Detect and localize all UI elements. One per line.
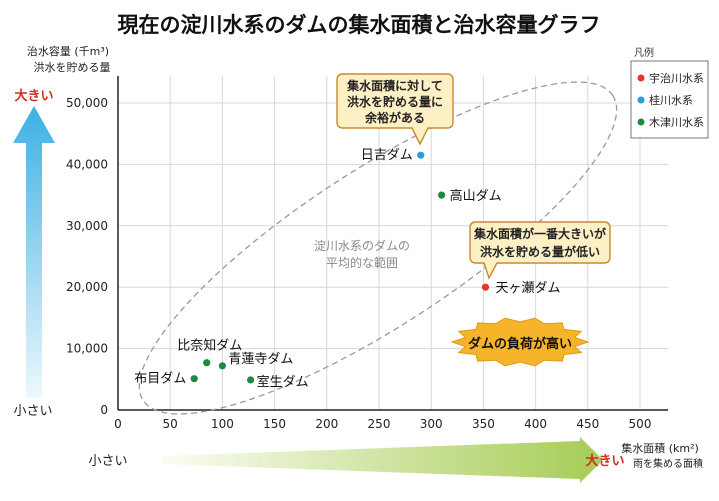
data-point-label: 比奈知ダム <box>177 338 242 354</box>
x-arrow-big-label: 大きい <box>585 453 624 469</box>
range-label-line-1: 淀川水系のダムの <box>314 238 410 253</box>
data-point <box>417 151 425 159</box>
callout-top-line-2: 洪水を貯める量に <box>347 94 443 109</box>
x-tick-label: 500 <box>629 417 652 431</box>
data-point <box>190 375 198 383</box>
callout-right-line-2: 洪水を貯める量が低い <box>480 244 600 259</box>
callout-right-bubble <box>469 221 611 280</box>
y-arrow-big-label: 大きい <box>14 88 53 104</box>
y-tick-label: 30,000 <box>66 219 108 233</box>
legend-title: 凡例 <box>634 46 654 59</box>
x-tick-label: 450 <box>576 417 599 431</box>
legend: 凡例 宇治川水系 桂川水系 木津川水系 <box>630 46 709 139</box>
x-tick-label: 200 <box>315 417 338 431</box>
y-direction-arrow <box>13 106 55 398</box>
data-point <box>203 359 211 367</box>
x-tick-label: 350 <box>472 417 495 431</box>
x-direction-arrow <box>162 437 603 483</box>
x-arrow-small-label: 小さい <box>88 454 127 469</box>
legend-marker-ujigawa <box>637 74 645 82</box>
x-tick-label: 50 <box>163 417 178 431</box>
x-tick-label: 100 <box>211 417 234 431</box>
y-tick-label: 0 <box>100 403 108 417</box>
range-label-line-2: 平均的な範囲 <box>326 255 398 270</box>
legend-marker-katsuragawa <box>637 96 645 104</box>
y-tick-labels: 0 10,000 20,000 30,000 40,000 50,000 <box>66 96 108 417</box>
chart-title: 現在の淀川水系のダムの集水面積と治水容量グラフ <box>118 13 601 37</box>
x-axis-label: 集水面積 (km²) <box>621 441 699 455</box>
data-point <box>246 376 255 384</box>
data-point-label: 室生ダム <box>257 374 309 390</box>
average-range-ellipse <box>138 81 618 415</box>
callout-top-bubble <box>336 73 454 146</box>
data-point <box>218 362 226 370</box>
burst-label: ダムの負荷が高い <box>468 336 572 352</box>
data-point <box>481 283 490 291</box>
y-axis-label: 治水容量 (千m³) <box>27 44 109 58</box>
y-tick-label: 50,000 <box>66 96 108 110</box>
y-tick-label: 40,000 <box>66 157 108 171</box>
data-point-label: 天ヶ瀬ダム <box>495 281 560 296</box>
data-point-label: 高山ダム <box>450 188 502 204</box>
burst-shape <box>450 317 590 367</box>
x-axis-sublabel: 雨を集める面積 <box>633 457 703 470</box>
y-tick-label: 10,000 <box>66 342 108 356</box>
y-tick-label: 20,000 <box>66 280 108 294</box>
legend-marker-kizugawa <box>637 118 645 126</box>
y-arrow-small-label: 小さい <box>13 404 52 419</box>
callout-right-line-1: 集水面積が一番大きいが <box>473 226 606 241</box>
x-tick-label: 0 <box>114 417 122 431</box>
data-point-label: 青蓮寺ダム <box>228 352 293 367</box>
legend-label-kizugawa: 木津川水系 <box>649 116 704 129</box>
data-point-label: 日吉ダム <box>361 148 413 163</box>
x-tick-label: 300 <box>420 417 443 431</box>
legend-label-katsuragawa: 桂川水系 <box>649 93 693 107</box>
legend-label-ujigawa: 宇治川水系 <box>649 71 704 85</box>
y-axis-sublabel: 洪水を貯める量 <box>34 60 111 74</box>
x-tick-label: 150 <box>263 417 286 431</box>
x-tick-label: 400 <box>524 417 547 431</box>
callout-top-line-1: 集水面積に対して <box>346 78 443 93</box>
data-point <box>438 191 446 199</box>
data-point-label: 布目ダム <box>134 372 186 387</box>
x-tick-labels: 0 50 100 150 200 250 300 350 400 450 500 <box>114 417 651 431</box>
callout-top-line-3: 余裕がある <box>364 110 425 125</box>
x-tick-label: 250 <box>368 417 391 431</box>
